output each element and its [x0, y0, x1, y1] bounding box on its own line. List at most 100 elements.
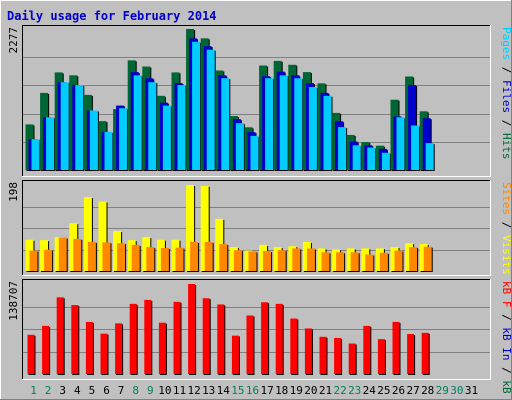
bar-pages — [250, 135, 260, 171]
day-label: 9 — [147, 384, 154, 397]
bar-kbf — [377, 339, 386, 375]
bar-sites — [190, 241, 200, 272]
bar-pages — [104, 131, 114, 171]
day-label: 7 — [118, 384, 125, 397]
bar-sites — [350, 252, 360, 272]
bar-pages — [381, 152, 391, 171]
bar-kbf — [363, 325, 372, 375]
bar-sites — [131, 244, 141, 272]
bar-sites — [219, 244, 229, 272]
bar-sites — [73, 238, 83, 272]
day-label: 29 — [436, 384, 449, 397]
bar-pages — [265, 78, 275, 171]
bar-pages — [221, 78, 231, 171]
bar-kbf — [304, 328, 313, 375]
bar-pages — [411, 125, 421, 171]
bar-sites — [336, 252, 346, 272]
bar-pages — [323, 95, 333, 171]
bar-kbf — [348, 343, 357, 375]
y-max-label: 2277 — [7, 27, 20, 54]
bar-kbf — [202, 298, 211, 375]
bar-kbf — [188, 284, 197, 375]
bar-kbf — [173, 301, 182, 375]
bar-pages — [352, 145, 362, 171]
bar-sites — [321, 252, 331, 272]
legend-hits_files_pages: Pages / Files / Hits — [500, 27, 512, 160]
bar-pages — [133, 75, 143, 171]
bar-pages — [294, 78, 304, 171]
chart-title: Daily usage for February 2014 — [7, 9, 217, 23]
bar-sites — [102, 242, 112, 272]
bar-kbf — [421, 332, 430, 375]
bar-kbf — [129, 303, 138, 375]
bar-sites — [146, 247, 156, 272]
day-label: 27 — [406, 384, 419, 397]
bar-sites — [44, 249, 54, 272]
bar-sites — [292, 248, 302, 272]
bar-sites — [248, 251, 258, 272]
day-label: 19 — [290, 384, 303, 397]
bar-kbf — [71, 305, 80, 375]
bar-pages — [119, 108, 129, 171]
bar-sites — [204, 241, 214, 272]
bar-pages — [31, 139, 41, 171]
day-label: 5 — [89, 384, 96, 397]
y-max-label: 198 — [7, 182, 20, 202]
bar-kbf — [85, 321, 94, 375]
day-label: 22 — [333, 384, 346, 397]
day-label: 14 — [217, 384, 231, 397]
bar-pages — [89, 110, 99, 171]
bar-pages — [75, 85, 85, 171]
bar-pages — [206, 49, 216, 171]
bar-kbf — [231, 335, 240, 375]
bar-kbf — [115, 323, 124, 375]
bar-pages — [177, 85, 187, 171]
day-label: 23 — [348, 384, 361, 397]
day-label: 2 — [45, 384, 52, 397]
bar-sites — [160, 247, 170, 272]
bar-kbf — [290, 318, 299, 375]
day-label: 12 — [187, 384, 200, 397]
bar-pages — [396, 117, 406, 171]
bar-sites — [58, 237, 68, 272]
bar-kbf — [217, 304, 226, 375]
bar-visits — [83, 197, 93, 272]
bar-sites — [29, 250, 39, 272]
bar-kbf — [42, 325, 51, 375]
day-label: 31 — [465, 384, 478, 397]
bar-visits — [186, 185, 196, 272]
bar-pages — [367, 147, 377, 171]
day-label: 16 — [246, 384, 259, 397]
day-label: 11 — [173, 384, 186, 397]
day-label: 13 — [202, 384, 215, 397]
bar-pages — [60, 82, 70, 171]
bar-pages — [148, 82, 158, 171]
bar-kbf — [158, 322, 167, 375]
bar-sites — [277, 250, 287, 272]
day-label: 8 — [132, 384, 139, 397]
bar-visits — [98, 201, 108, 272]
bar-pages — [192, 41, 202, 172]
day-label: 17 — [260, 384, 273, 397]
bar-sites — [394, 250, 404, 272]
bar-kbf — [27, 334, 36, 375]
legend-visits_sites: Sites / Visits — [500, 182, 512, 275]
day-label: 1 — [30, 384, 37, 397]
bar-sites — [175, 247, 185, 272]
bar-pages — [46, 117, 56, 171]
bar-kbf — [407, 334, 416, 375]
bar-pages — [162, 105, 172, 171]
day-label: 25 — [377, 384, 390, 397]
bar-visits — [200, 185, 210, 272]
bar-kbf — [246, 315, 255, 375]
day-label: 10 — [158, 384, 171, 397]
day-label: 4 — [74, 384, 81, 397]
bar-pages — [279, 75, 289, 171]
bar-sites — [87, 241, 97, 272]
day-label: 3 — [59, 384, 66, 397]
bar-sites — [423, 246, 433, 272]
bar-kbf — [261, 302, 270, 375]
bar-pages — [308, 87, 318, 171]
y-max-label: 138707 — [7, 281, 20, 321]
